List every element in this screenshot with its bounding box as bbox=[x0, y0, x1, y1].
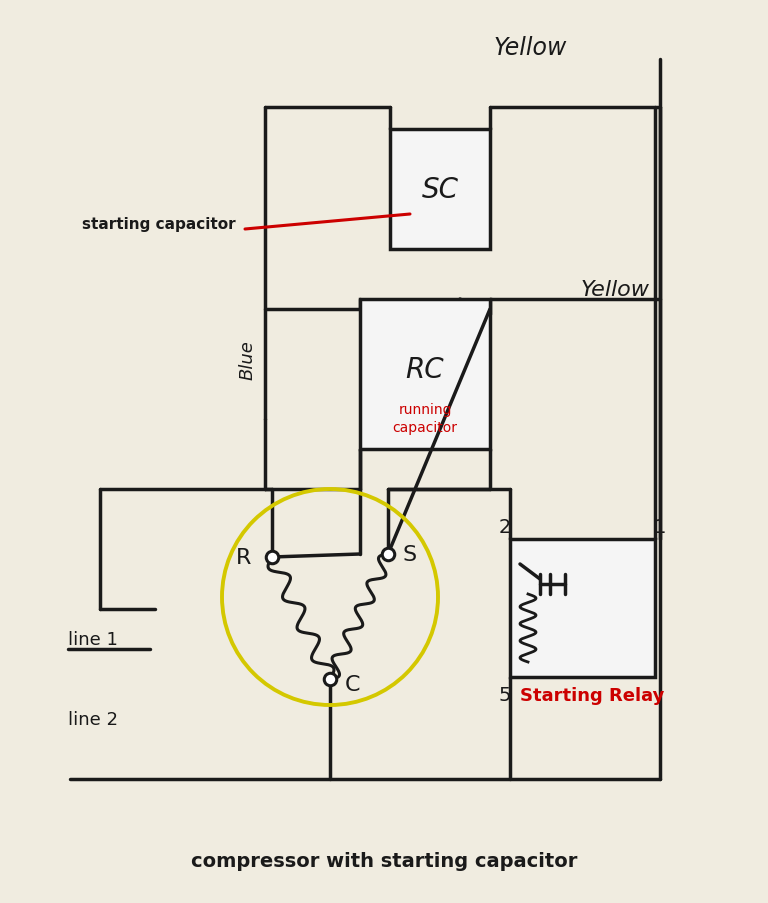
Text: 2: 2 bbox=[498, 518, 511, 537]
Text: Yellow: Yellow bbox=[493, 36, 567, 60]
Text: Starting Relay: Starting Relay bbox=[520, 686, 664, 704]
Text: R: R bbox=[237, 547, 252, 567]
Text: S: S bbox=[403, 545, 417, 564]
Text: C: C bbox=[344, 675, 359, 694]
Bar bbox=[390, 130, 490, 250]
Text: line 1: line 1 bbox=[68, 630, 118, 648]
Text: RC: RC bbox=[406, 356, 445, 384]
Text: starting capacitor: starting capacitor bbox=[82, 218, 236, 232]
Text: Blue: Blue bbox=[239, 340, 257, 379]
Text: SC: SC bbox=[422, 176, 458, 204]
Text: Yellow: Yellow bbox=[581, 280, 650, 300]
Text: 1: 1 bbox=[654, 518, 666, 537]
Text: capacitor: capacitor bbox=[392, 421, 458, 434]
Text: running: running bbox=[399, 403, 452, 416]
Bar bbox=[360, 300, 490, 450]
Text: 5: 5 bbox=[498, 685, 511, 704]
Bar bbox=[510, 539, 655, 677]
Text: line 2: line 2 bbox=[68, 711, 118, 728]
Text: compressor with starting capacitor: compressor with starting capacitor bbox=[190, 852, 578, 870]
